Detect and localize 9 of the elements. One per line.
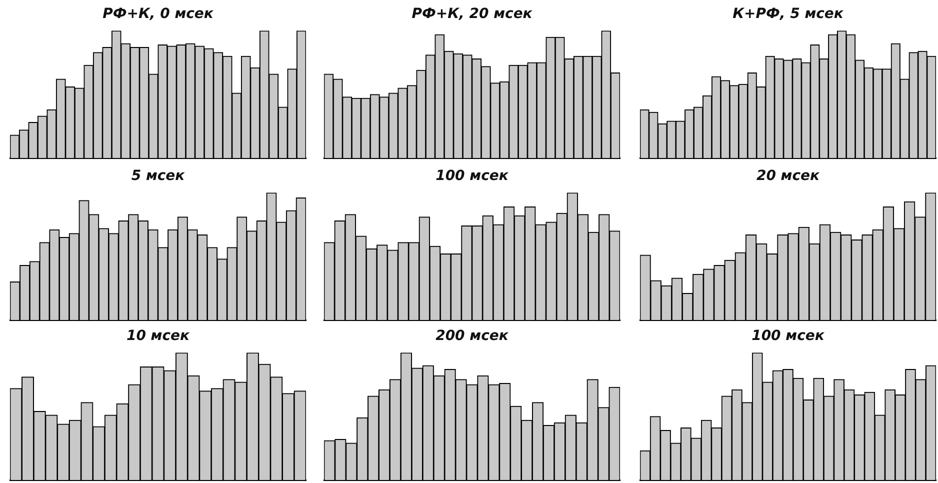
chart-title: К+РФ, 5 мсек bbox=[732, 6, 844, 22]
chart-title: РФ+К, 0 мсек bbox=[102, 6, 214, 22]
chart-title: РФ+К, 20 мсек bbox=[412, 6, 533, 22]
chart-title: 20 мсек bbox=[756, 168, 820, 184]
chart-title: 100 мсек bbox=[436, 168, 509, 184]
chart-title: 10 мсек bbox=[126, 328, 190, 344]
chart-title: 100 мсек bbox=[752, 328, 825, 344]
chart-title: 200 мсек bbox=[436, 328, 509, 344]
chart-title: 5 мсек bbox=[131, 168, 186, 184]
